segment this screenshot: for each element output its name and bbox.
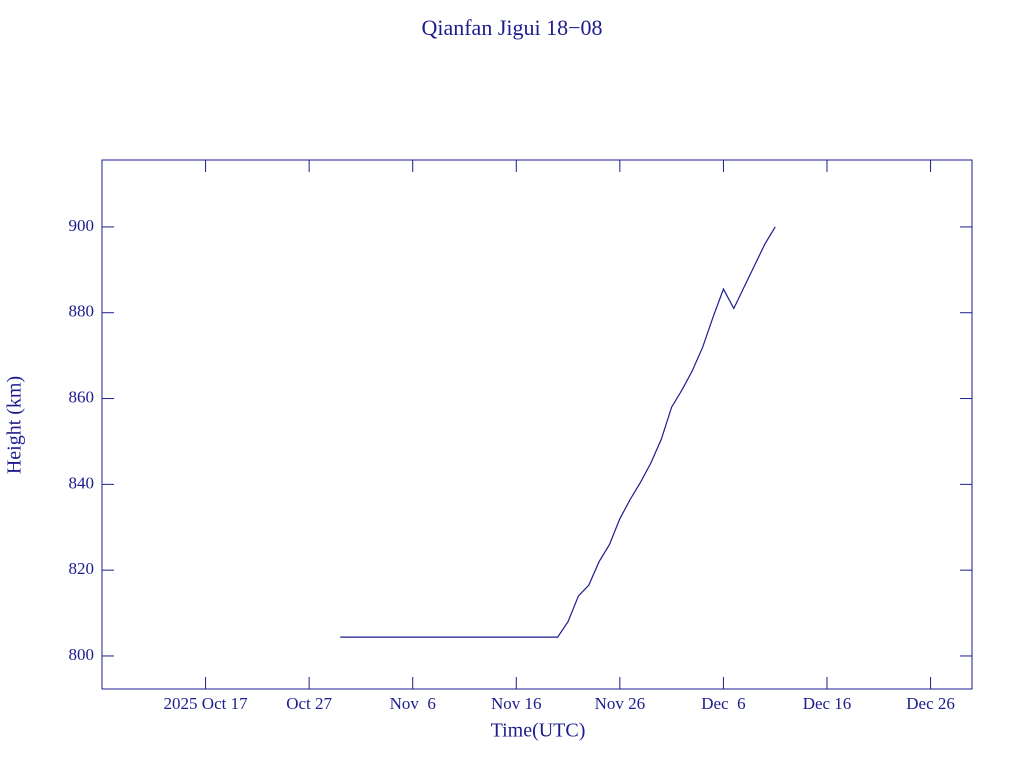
x-tick-label: Dec 6 — [701, 694, 745, 713]
x-tick-label: Oct 27 — [286, 694, 332, 713]
x-axis-label: Time(UTC) — [491, 720, 586, 742]
x-tick-label: Nov 6 — [390, 694, 436, 713]
y-tick-label: 840 — [69, 473, 95, 492]
y-tick-label: 860 — [69, 387, 95, 406]
y-tick-label: 900 — [69, 216, 95, 235]
y-axis-label: Height (km) — [4, 376, 26, 474]
data-line — [340, 226, 776, 638]
x-tick-label: Dec 16 — [803, 694, 852, 713]
plot-frame — [101, 159, 973, 690]
x-tick-label: Nov 26 — [595, 694, 646, 713]
y-tick-label: 880 — [69, 302, 95, 321]
y-tick-label: 800 — [69, 645, 95, 664]
x-tick-label: 2025 Oct 17 — [164, 694, 249, 713]
x-tick-label: Dec 26 — [906, 694, 955, 713]
chart-title: Qianfan Jigui 18−08 — [421, 15, 602, 40]
y-tick-label: 820 — [69, 559, 95, 578]
x-tick-label: Nov 16 — [491, 694, 542, 713]
